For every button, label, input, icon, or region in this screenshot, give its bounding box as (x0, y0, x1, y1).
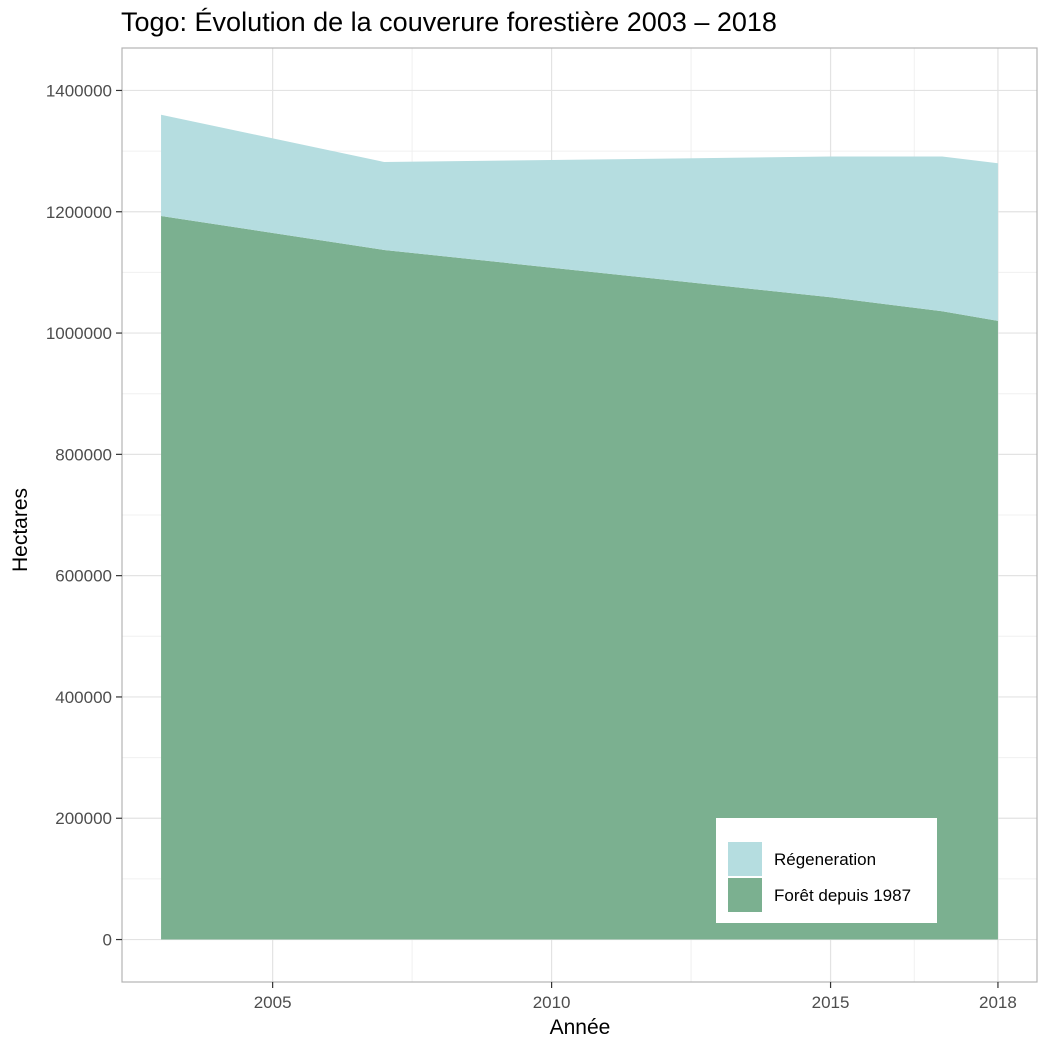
legend-label: Régeneration (774, 850, 876, 869)
y-axis: 0 200000 400000 600000 800000 1000000 1200000 1… (46, 81, 122, 950)
y-tick-label: 0 (103, 931, 112, 950)
y-tick-label: 1200000 (46, 203, 112, 222)
y-tick-label: 1400000 (46, 81, 112, 100)
y-tick-label: 800000 (55, 445, 112, 464)
y-tick-label: 1000000 (46, 324, 112, 343)
y-tick-label: 200000 (55, 809, 112, 828)
x-axis: 2005 2010 2015 2018 (254, 982, 1017, 1012)
x-tick-label: 2010 (533, 993, 571, 1012)
chart-title: Togo: Évolution de la couverure forestiè… (121, 7, 777, 37)
x-tick-label: 2015 (812, 993, 850, 1012)
y-axis-title: Hectares (9, 488, 32, 572)
legend-key (728, 842, 762, 876)
y-tick-label: 600000 (55, 567, 112, 586)
area-series (161, 114, 998, 940)
legend-key (728, 878, 762, 912)
legend: Régeneration Forêt depuis 1987 (716, 818, 937, 923)
x-tick-label: 2005 (254, 993, 292, 1012)
legend-label: Forêt depuis 1987 (774, 886, 911, 905)
area-regeneration (161, 114, 998, 321)
plot-panel-border (121, 47, 1038, 983)
area-foret-depuis-1987 (161, 215, 998, 940)
x-axis-title: Année (550, 1016, 611, 1039)
x-tick-label: 2018 (979, 993, 1017, 1012)
y-tick-label: 400000 (55, 688, 112, 707)
